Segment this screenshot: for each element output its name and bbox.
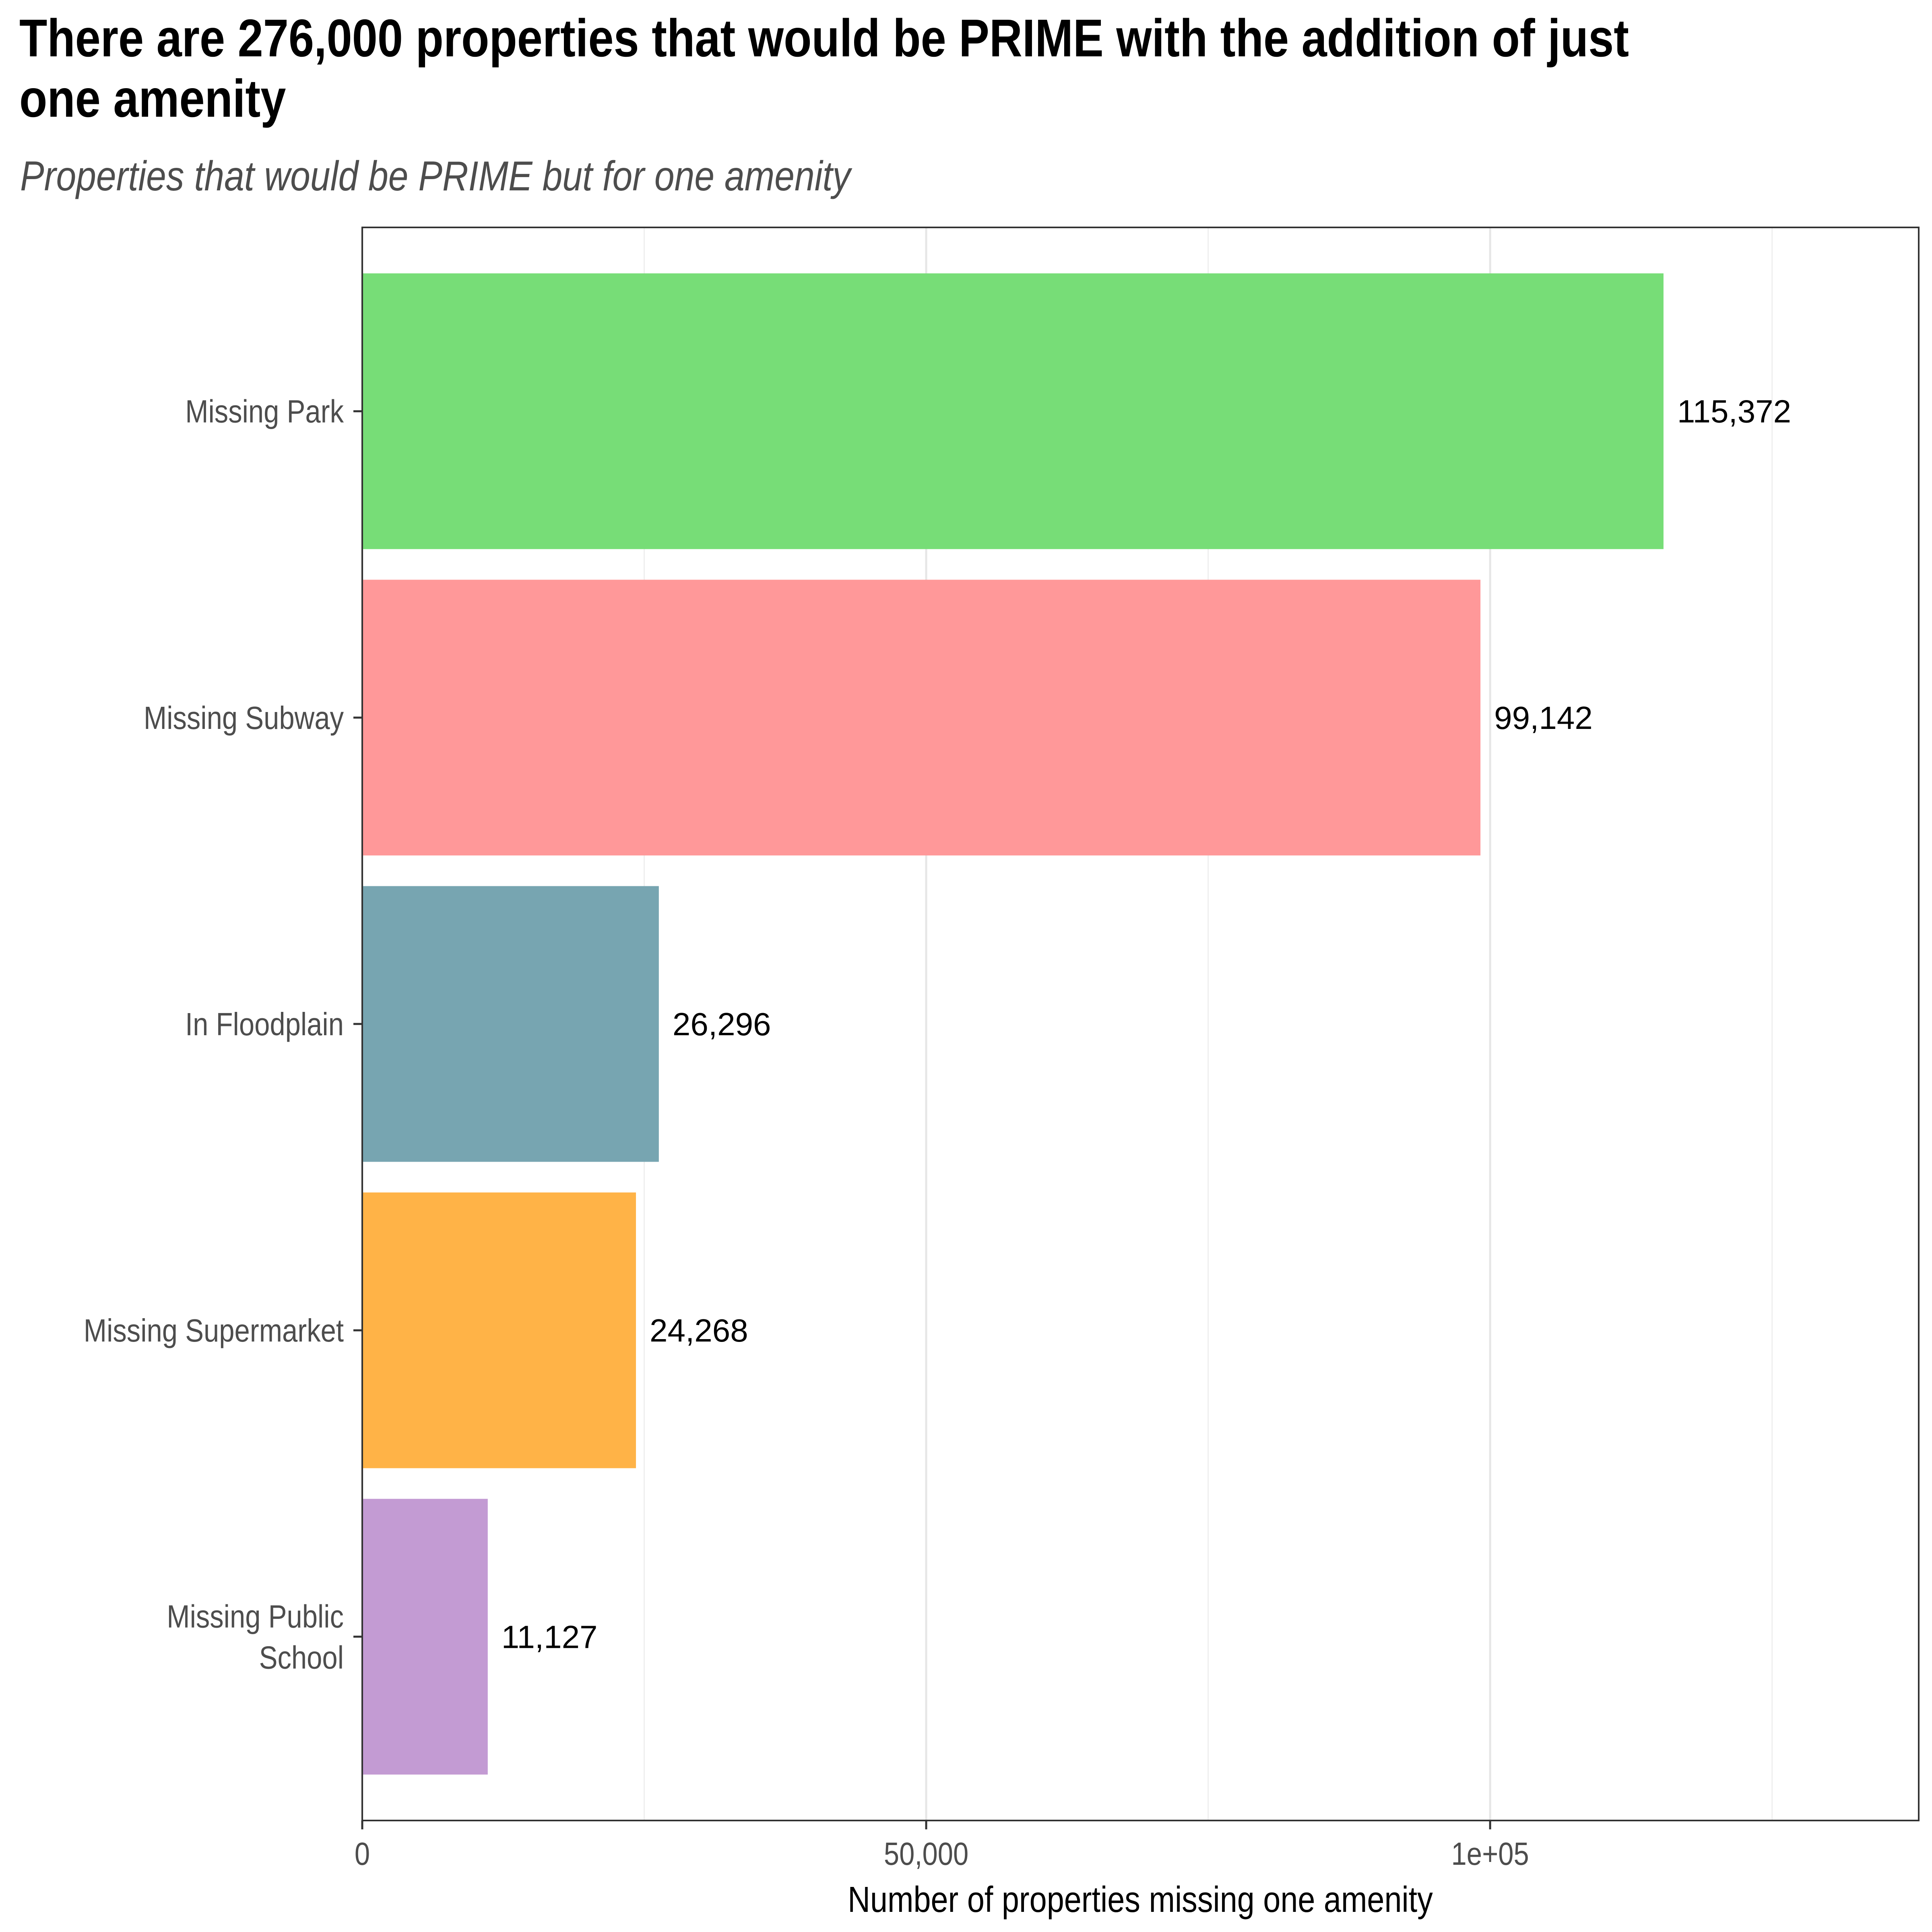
bar-value-label: 24,268 <box>650 1313 748 1348</box>
bar-value-label: 99,142 <box>1494 700 1593 736</box>
y-tick-label: Missing Public <box>167 1598 344 1634</box>
bar <box>362 886 659 1162</box>
y-tick-label: School <box>259 1639 344 1675</box>
bar <box>362 1192 636 1468</box>
y-tick-label: Missing Park <box>185 393 344 429</box>
y-tick-label: Missing Supermarket <box>84 1312 344 1348</box>
bar-value-label: 11,127 <box>502 1619 598 1655</box>
x-tick-label: 1e+05 <box>1451 1835 1529 1872</box>
bars <box>362 273 1664 1775</box>
chart-title: There are 276,000 properties that would … <box>19 8 1629 128</box>
bar <box>362 580 1481 856</box>
bar <box>362 1499 488 1775</box>
x-axis-title: Number of properties missing one amenity <box>848 1879 1433 1920</box>
x-axis: 0 50,000 1e+05 <box>355 1821 1529 1872</box>
x-tick-label: 0 <box>355 1835 370 1872</box>
x-tick-label: 50,000 <box>884 1835 968 1872</box>
bar-value-label: 26,296 <box>673 1006 771 1042</box>
bar-value-label: 115,372 <box>1677 394 1791 429</box>
chart-subtitle: Properties that would be PRIME but for o… <box>20 153 851 200</box>
value-labels: 115,372 99,142 26,296 24,268 11,127 <box>502 394 1791 1655</box>
y-axis: Missing Park Missing Subway In Floodplain M… <box>84 393 362 1675</box>
y-tick-label: Missing Subway <box>144 700 344 736</box>
bar <box>362 273 1664 549</box>
y-tick-label: In Floodplain <box>185 1006 344 1042</box>
